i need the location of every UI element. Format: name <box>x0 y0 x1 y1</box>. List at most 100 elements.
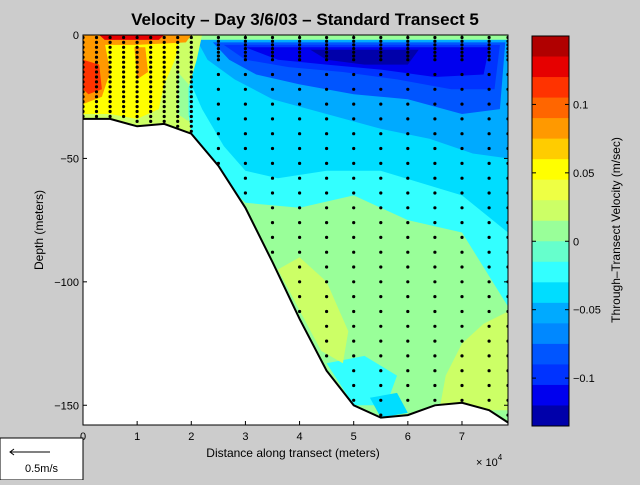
station-point <box>94 85 99 89</box>
station-point <box>433 132 437 136</box>
y-axis-label: Depth (meters) <box>32 190 46 270</box>
station-point <box>189 95 193 99</box>
station-point <box>379 369 383 373</box>
station-point <box>325 39 329 43</box>
x-tick-label: 2 <box>188 431 194 443</box>
station-point <box>352 235 356 239</box>
station-point <box>325 102 329 106</box>
station-point <box>122 100 126 104</box>
station-point <box>243 87 247 91</box>
station-point <box>433 191 437 195</box>
station-point <box>325 72 329 77</box>
y-tick-label: −100 <box>54 277 79 289</box>
station-point <box>216 58 220 62</box>
station-point <box>162 75 166 79</box>
station-point <box>298 161 302 165</box>
station-point <box>189 119 193 123</box>
station-point <box>270 58 275 62</box>
station-point <box>433 265 437 269</box>
y-tick-label: −150 <box>54 400 79 412</box>
contour-region-red-surface <box>99 35 165 40</box>
station-point <box>460 87 464 91</box>
station-point <box>176 40 180 45</box>
station-layer <box>83 35 508 417</box>
station-point <box>270 43 275 47</box>
station-point <box>162 105 166 109</box>
station-point <box>406 280 410 284</box>
station-point <box>162 60 166 64</box>
station-point <box>189 55 193 59</box>
station-point <box>352 221 356 225</box>
station-point <box>135 50 139 54</box>
station-point <box>379 43 383 47</box>
station-point <box>270 235 275 239</box>
colorbar-band <box>532 138 569 160</box>
station-point <box>122 70 126 74</box>
contour-region-blue5 <box>310 49 419 65</box>
station-point <box>270 47 275 51</box>
station-point <box>379 324 383 328</box>
station-point <box>189 85 193 89</box>
station-point <box>379 54 383 58</box>
colorbar-band <box>532 323 569 345</box>
station-point <box>379 383 383 388</box>
contour-region-green-col2 <box>177 72 189 122</box>
station-point <box>460 39 464 43</box>
colorbar-band <box>532 282 569 304</box>
station-point <box>379 72 383 77</box>
station-point <box>298 47 302 51</box>
station-point <box>460 161 464 165</box>
station-point <box>94 80 99 84</box>
station-point <box>189 45 193 49</box>
station-point <box>108 75 112 79</box>
station-point <box>298 72 302 77</box>
station-point <box>243 146 247 151</box>
x-tick-label: 4 <box>296 431 302 443</box>
station-point <box>433 206 437 210</box>
station-point <box>270 50 275 54</box>
station-point <box>176 35 180 40</box>
station-point <box>94 100 99 104</box>
colorbar-band <box>532 118 569 140</box>
station-point <box>189 114 193 119</box>
station-point <box>460 47 464 51</box>
station-point <box>460 295 464 299</box>
station-point <box>108 85 112 89</box>
station-point <box>162 35 166 40</box>
station-point <box>487 354 491 358</box>
colorbar-band <box>532 241 569 263</box>
station-point <box>325 265 329 269</box>
station-point <box>433 221 437 225</box>
station-point <box>149 85 153 89</box>
station-point <box>94 109 99 114</box>
station-point <box>379 398 383 402</box>
station-point <box>94 105 99 109</box>
station-point <box>243 132 247 136</box>
station-point <box>379 250 383 254</box>
station-point <box>162 40 166 45</box>
colorbar-band <box>532 56 569 78</box>
station-point <box>460 221 464 225</box>
station-point <box>352 309 356 314</box>
station-point <box>487 280 491 284</box>
x-tick-label: 0 <box>80 431 86 443</box>
station-point <box>460 354 464 358</box>
x-axis-exponent: × 104 <box>476 453 503 469</box>
station-point <box>433 295 437 299</box>
station-point <box>433 54 437 58</box>
station-point <box>487 221 491 225</box>
station-point <box>94 114 99 119</box>
station-point <box>379 146 383 151</box>
station-point <box>325 309 329 314</box>
station-point <box>487 39 491 43</box>
scale-legend-box <box>0 437 84 481</box>
station-point <box>379 265 383 269</box>
x-tick-label: 3 <box>242 431 248 443</box>
station-point <box>122 75 126 79</box>
station-point <box>325 324 329 328</box>
station-point <box>216 72 220 77</box>
station-point <box>352 339 356 343</box>
station-point <box>135 109 139 114</box>
contour-region-cyan-bottom2 <box>369 392 408 418</box>
